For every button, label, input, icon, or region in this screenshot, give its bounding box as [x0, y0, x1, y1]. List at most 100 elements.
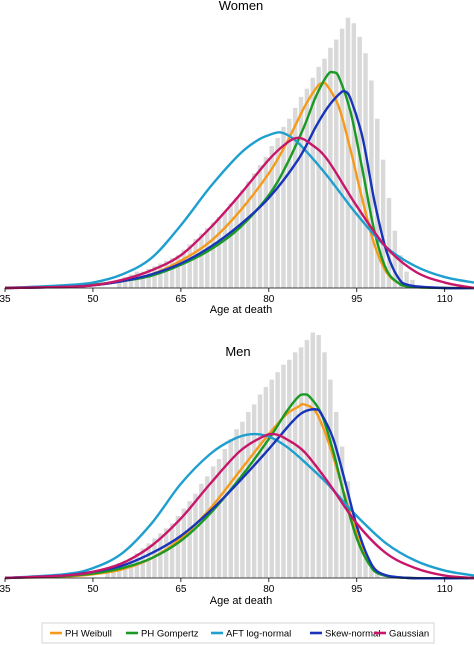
- women-histogram-bar: [310, 77, 316, 288]
- men-histogram-bar: [234, 429, 239, 578]
- men-title: Men: [225, 344, 250, 359]
- women-histogram-bar: [246, 181, 251, 288]
- women-curve-ph-gompertz: [4, 70, 474, 290]
- men-histogram-bar: [228, 439, 233, 578]
- women-histogram-bar: [392, 230, 398, 288]
- women-histogram-bar: [404, 271, 409, 288]
- women-histogram-bar: [410, 279, 415, 288]
- women-x-tick-label: 80: [263, 294, 275, 305]
- men-x-tick-label: 65: [175, 584, 187, 595]
- women-histogram-bar: [181, 249, 187, 288]
- women-histogram-bar: [205, 227, 210, 288]
- men-histogram-bar: [205, 476, 210, 578]
- women-histogram-bar: [140, 271, 145, 288]
- men-histogram-bar: [281, 364, 286, 578]
- men-histogram-bar: [339, 446, 345, 578]
- women-histogram-bar: [316, 66, 321, 289]
- men-histogram-bar: [292, 352, 298, 578]
- women-x-tick-label: 35: [0, 294, 11, 305]
- men-histogram-bar: [169, 523, 175, 578]
- men-curve-aft-log-normal: [4, 432, 474, 580]
- women-histogram-bar: [199, 233, 204, 288]
- men-histogram-bar: [128, 558, 134, 578]
- men-histogram-bar: [304, 339, 310, 578]
- men-x-tick-label: 50: [87, 584, 99, 595]
- men-histogram-bar: [222, 449, 228, 578]
- women-histogram-bar: [380, 159, 386, 288]
- women-histogram-bar: [169, 257, 175, 288]
- men-histogram-bar: [357, 540, 362, 578]
- men-histogram-bar: [298, 347, 304, 578]
- women-curves: [4, 70, 474, 290]
- men-histogram-bar: [210, 466, 216, 578]
- women-histogram-bar: [281, 126, 286, 289]
- men-histogram-bar: [263, 387, 269, 578]
- women-panel: Women 35 50 65 80 95 110 Age at death: [0, 0, 474, 316]
- men-histogram-bar: [351, 513, 357, 578]
- women-histogram-bar: [386, 197, 392, 288]
- men-histogram-bar: [199, 483, 204, 578]
- women-histogram-bar: [357, 36, 362, 289]
- women-histogram-bar: [117, 279, 122, 288]
- men-histogram-bar: [240, 421, 245, 578]
- men-histogram-bar: [163, 528, 169, 578]
- men-x-tick-label: 35: [0, 584, 11, 595]
- men-histogram-bar: [369, 568, 374, 578]
- men-histogram-bar: [328, 379, 333, 578]
- legend-label: PH Weibull: [65, 629, 112, 640]
- men-curve-ph-weibull: [4, 403, 474, 580]
- men-x-tick-label: 110: [437, 584, 453, 595]
- men-curve-skew-normal: [4, 408, 474, 580]
- men-x-tick-label: 80: [263, 584, 275, 595]
- women-histogram: [117, 17, 421, 289]
- men-curve-ph-gompertz: [4, 393, 474, 580]
- women-x-tick-label: 110: [437, 294, 453, 305]
- women-histogram-bar: [363, 53, 368, 288]
- women-histogram-bar: [351, 23, 357, 288]
- men-panel: Men 35 50 65 80 95 110 Age at death: [0, 332, 474, 607]
- men-histogram-bar: [193, 493, 198, 578]
- women-histogram-bar: [328, 47, 333, 289]
- men-histogram-bar: [275, 372, 280, 578]
- women-x-tick-label: 50: [87, 294, 99, 305]
- women-histogram-bar: [251, 173, 257, 288]
- men-histogram-bar: [251, 404, 257, 578]
- men-histogram-bar: [181, 508, 187, 578]
- women-histogram-bar: [158, 263, 163, 288]
- women-histogram-bar: [222, 211, 228, 288]
- women-curve-skew-normal: [4, 89, 474, 290]
- women-histogram-bar: [146, 268, 151, 288]
- men-histogram-bar: [246, 411, 251, 578]
- men-histogram-bar: [187, 501, 192, 578]
- women-histogram-bar: [175, 255, 181, 288]
- women-histogram-bar: [152, 266, 157, 288]
- women-histogram-bar: [334, 39, 339, 288]
- legend: PH Weibull PH Gompertz AFT log-normal Skew-…: [41, 622, 435, 644]
- men-histogram-bar: [175, 516, 181, 578]
- women-curve-gaussian: [4, 136, 474, 290]
- men-curves: [4, 393, 474, 580]
- men-histogram-bar: [363, 558, 368, 578]
- men-histogram-bar: [269, 379, 274, 578]
- women-histogram-bar: [345, 17, 351, 288]
- men-x-ticks: 35 50 65 80 95 110: [0, 578, 453, 595]
- women-histogram-bar: [210, 222, 216, 288]
- women-histogram-bar: [287, 118, 292, 289]
- women-histogram-bar: [375, 118, 380, 289]
- men-histogram-bar: [257, 394, 263, 578]
- women-histogram-bar: [240, 189, 245, 288]
- women-histogram-bar: [398, 255, 403, 288]
- men-histogram-bar: [287, 359, 292, 578]
- men-histogram-bar: [375, 573, 380, 578]
- women-histogram-bar: [128, 274, 134, 288]
- men-histogram-bar: [316, 334, 321, 578]
- women-histogram-bar: [269, 146, 274, 288]
- women-histogram-bar: [304, 88, 310, 289]
- women-histogram-bar: [275, 137, 280, 288]
- men-histogram-bar: [152, 538, 157, 578]
- legend-label: AFT log-normal: [226, 629, 291, 640]
- women-title: Women: [219, 0, 264, 13]
- legend-label: Gaussian: [389, 629, 429, 640]
- men-histogram-bar: [310, 332, 316, 578]
- women-histogram-bar: [122, 277, 128, 288]
